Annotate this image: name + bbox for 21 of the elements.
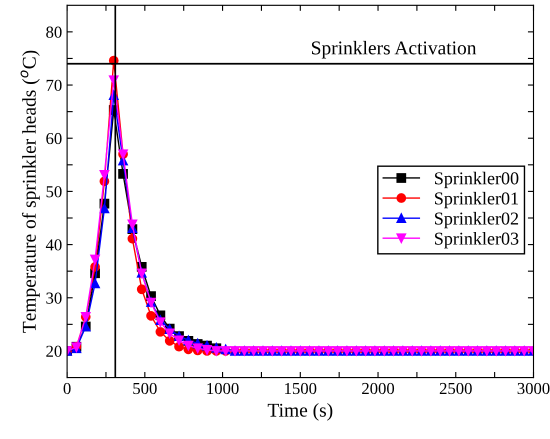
y-tick-label: 70 [46, 80, 62, 91]
y-tick-label: 20 [46, 346, 62, 357]
ref-line-label: Sprinklers Activation [312, 40, 476, 58]
x-tick-label: 500 [133, 382, 157, 394]
y-tick-label: 80 [46, 26, 62, 38]
x-tick-label: 1500 [285, 382, 316, 394]
x-tick-label: 1000 [207, 382, 239, 394]
x-tick-label: 2500 [440, 382, 472, 394]
y-axis-title: Temperature of sprinkler heads ($^{o}$C) [20, 50, 40, 333]
legend-label: Sprinkler01 [435, 192, 518, 208]
legend-label: Sprinkler03 [435, 232, 518, 248]
legend-label: Sprinkler00 [435, 172, 518, 188]
y-tick-label: 30 [46, 292, 62, 304]
x-tick-label: 0 [64, 382, 71, 394]
y-tick-label: 60 [46, 132, 62, 144]
x-tick-label: 2000 [362, 382, 394, 394]
y-tick-label: 50 [46, 186, 62, 198]
legend-label: Sprinkler02 [435, 212, 518, 228]
x-axis-title: Time (s) [268, 403, 332, 421]
x-tick-label: 3000 [518, 382, 550, 394]
y-tick-label: 40 [46, 239, 62, 251]
